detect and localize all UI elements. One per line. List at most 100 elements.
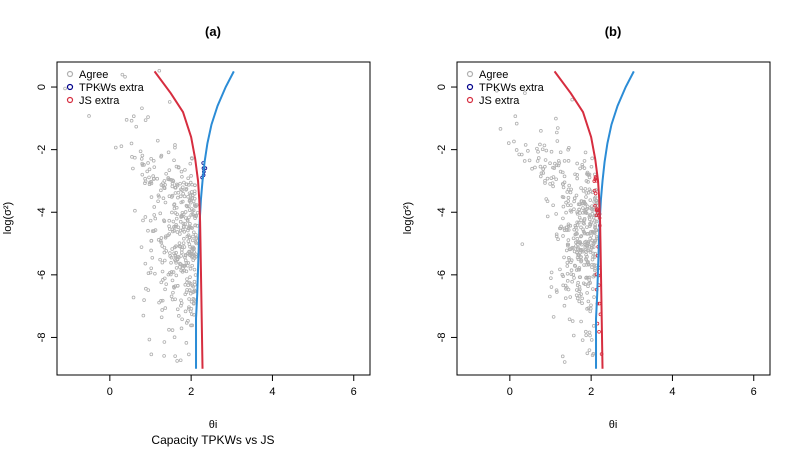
panel-b-point-agree	[592, 213, 597, 218]
panel-b-point-agree	[535, 146, 539, 151]
panel-a-point-agree	[180, 317, 184, 322]
panel-a-point-agree	[146, 161, 150, 165]
panel-b-point-agree	[549, 270, 554, 275]
panel-b-point-agree	[576, 253, 581, 258]
panel-a-point-agree	[184, 269, 189, 274]
panel-a-point-agree	[139, 245, 144, 249]
panel-a-point-agree	[113, 145, 118, 150]
panel-a-point-agree	[185, 277, 189, 281]
panel-a-point-agree	[191, 245, 196, 250]
panel-b-point-agree	[566, 159, 571, 163]
panel-b-point-agree	[591, 324, 596, 328]
panel-a-point-agree	[148, 218, 153, 223]
panel-a-point-agree	[194, 203, 199, 207]
panel-b-point-agree	[526, 149, 530, 153]
panel-b-legend-marker	[466, 70, 474, 78]
panel-b-point-js-extra	[597, 329, 601, 334]
panel-b-point-agree	[578, 166, 582, 171]
panel-b-ytick-label: -2	[436, 145, 448, 155]
panel-a-point-agree	[152, 165, 157, 169]
panel-b-point-agree	[579, 319, 583, 324]
panel-b-point-agree	[588, 189, 593, 194]
panel-a-point-agree	[152, 229, 156, 233]
panel-b-point-agree	[543, 158, 548, 162]
panel-a-point-agree	[193, 202, 197, 207]
panel-a-point-agree	[175, 307, 180, 312]
panel-a-point-agree	[172, 225, 176, 229]
panel-a-point-agree	[143, 181, 147, 186]
panel-b-point-agree	[572, 199, 576, 204]
panel-a-point-agree	[172, 335, 177, 340]
panel-b-point-agree	[569, 268, 574, 273]
panel-a-ytick-label: -2	[36, 145, 48, 155]
panel-a-point-agree	[191, 199, 196, 204]
panel-b-point-agree	[588, 333, 592, 338]
panel-b-point-agree	[590, 257, 595, 262]
panel-b-point-agree	[594, 263, 598, 268]
panel-a-point-agree	[145, 169, 150, 174]
panel-a-point-agree	[189, 174, 193, 178]
panel-b-point-agree	[540, 147, 545, 152]
panel-a-point-agree	[187, 242, 192, 247]
panel-a-point-agree	[162, 219, 167, 224]
panel-b-point-agree	[579, 234, 583, 239]
panel-a-point-agree	[159, 188, 163, 193]
panel-b-point-agree	[580, 242, 584, 247]
panel-a-point-agree	[170, 210, 174, 215]
panel-b-point-agree	[565, 279, 570, 283]
panel-a-point-agree	[160, 269, 165, 274]
panel-b-point-agree	[588, 236, 592, 241]
panel-b-point-agree	[538, 164, 543, 169]
panel-b-point-agree	[580, 338, 585, 342]
panel-b-xtick-label: 0	[507, 386, 513, 398]
panel-a-point-agree	[157, 300, 161, 305]
panel-b-point-agree	[566, 147, 570, 152]
panel-a-plot-frame	[56, 61, 371, 376]
panel-b-point-agree	[582, 263, 586, 267]
panel-b-point-agree	[554, 234, 559, 239]
panel-a-point-agree	[123, 75, 127, 79]
panel-a-point-agree	[183, 263, 187, 268]
panel-b-xtick-label: 2	[588, 386, 594, 398]
panel-b-point-agree	[562, 228, 567, 232]
panel-a-point-agree	[140, 172, 145, 177]
panel-a-point-agree	[190, 263, 194, 268]
panel-a-point-agree	[192, 191, 197, 196]
panel-a-point-agree	[170, 184, 175, 189]
panel-b-point-agree	[585, 351, 590, 356]
panel-a-point-agree	[189, 156, 194, 160]
panel-b-point-agree	[555, 290, 559, 294]
panel-a-point-agree	[140, 163, 145, 167]
panel-b-point-agree	[574, 293, 579, 298]
panel-b-point-agree	[594, 228, 599, 233]
panel-a-point-agree	[172, 245, 177, 250]
panel-b-point-agree	[592, 240, 597, 245]
panel-a-point-agree	[191, 208, 196, 213]
panel-a-ytick-label: -4	[36, 207, 48, 217]
panel-a-point-agree	[155, 138, 160, 143]
panel-a-point-agree	[134, 124, 139, 129]
panel-a-point-agree	[124, 118, 129, 122]
panel-a-point-agree	[167, 327, 171, 332]
panel-b-point-agree	[575, 283, 580, 288]
panel-a-point-agree	[187, 352, 191, 357]
panel-b-point-agree	[578, 250, 583, 255]
panel-a-point-agree	[189, 213, 194, 217]
panel-b-point-agree	[557, 161, 562, 165]
panel-a-point-agree	[149, 248, 153, 253]
panel-b-point-agree	[566, 195, 571, 200]
panel-b-point-agree	[575, 212, 580, 216]
panel-a-point-agree	[187, 249, 191, 254]
panel-b-point-agree	[572, 196, 577, 201]
panel-b-point-agree	[535, 159, 540, 163]
panel-a-point-agree	[147, 337, 152, 342]
panel-a-point-agree	[184, 341, 189, 345]
panel-a-point-agree	[181, 221, 186, 226]
panel-a-point-agree	[148, 270, 153, 275]
panel-a-point-agree	[192, 288, 197, 293]
panel-a-point-agree	[159, 299, 163, 303]
panel-b-point-agree	[555, 130, 559, 135]
panel-b-point-agree	[584, 210, 588, 215]
panel-b-point-agree	[583, 202, 588, 207]
